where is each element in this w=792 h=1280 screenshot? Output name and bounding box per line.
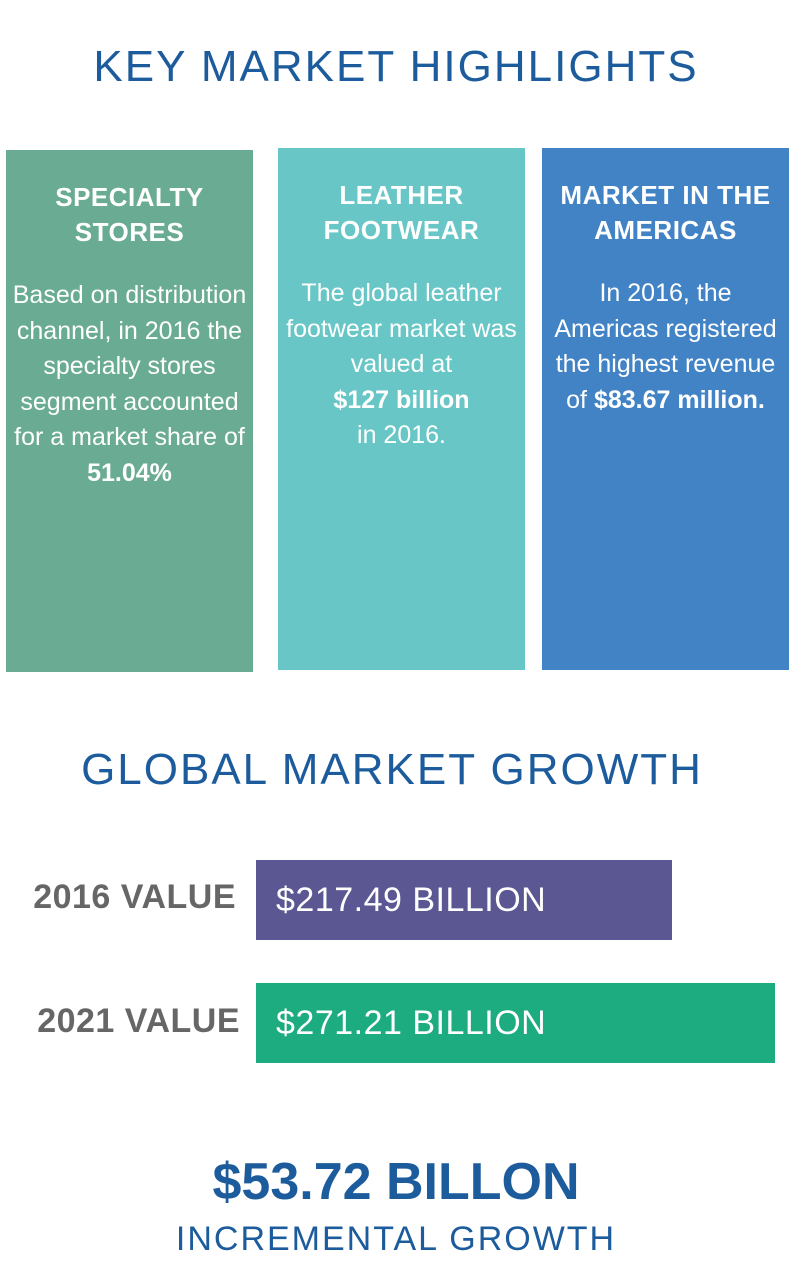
card-specialty-stores: SPECIALTY STORES Based on distribution c… xyxy=(6,150,253,672)
card-body: Based on distribution channel, in 2016 t… xyxy=(12,278,247,491)
value-2021-bar: $271.21 BILLION xyxy=(256,983,775,1063)
card-body-text: The global leather footwear market was v… xyxy=(286,279,517,378)
card-highlight: 51.04% xyxy=(87,458,172,487)
card-market-americas: MARKET IN THE AMERICAS In 2016, the Amer… xyxy=(542,148,789,670)
card-body-text: In 2016, the Americas registered the hig… xyxy=(554,279,777,414)
card-highlight: $83.67 million. xyxy=(593,385,765,414)
card-body: In 2016, the Americas registered the hig… xyxy=(548,276,783,418)
card-title: SPECIALTY STORES xyxy=(55,182,204,247)
value-2016-bar: $217.49 BILLION xyxy=(256,860,672,940)
card-title: LEATHER FOOTWEAR xyxy=(323,180,480,245)
global-market-growth-title: GLOBAL MARKET GROWTH xyxy=(81,745,703,794)
card-title: MARKET IN THE AMERICAS xyxy=(560,180,771,245)
incremental-growth-amount: $53.72 BILLON xyxy=(212,1153,580,1211)
key-market-highlights-title: KEY MARKET HIGHLIGHTS xyxy=(93,42,699,91)
value-2016-label: 2016 VALUE xyxy=(33,878,236,916)
card-body: The global leather footwear market was v… xyxy=(284,276,519,454)
card-body-suffix: in 2016. xyxy=(357,421,446,449)
card-leather-footwear: LEATHER FOOTWEAR The global leather foot… xyxy=(278,148,525,670)
value-2021-label: 2021 VALUE xyxy=(37,1002,240,1040)
card-highlight: $127 billion xyxy=(333,385,470,414)
card-body-text: Based on distribution channel, in 2016 t… xyxy=(12,281,247,451)
incremental-growth-label: INCREMENTAL GROWTH xyxy=(175,1220,617,1258)
